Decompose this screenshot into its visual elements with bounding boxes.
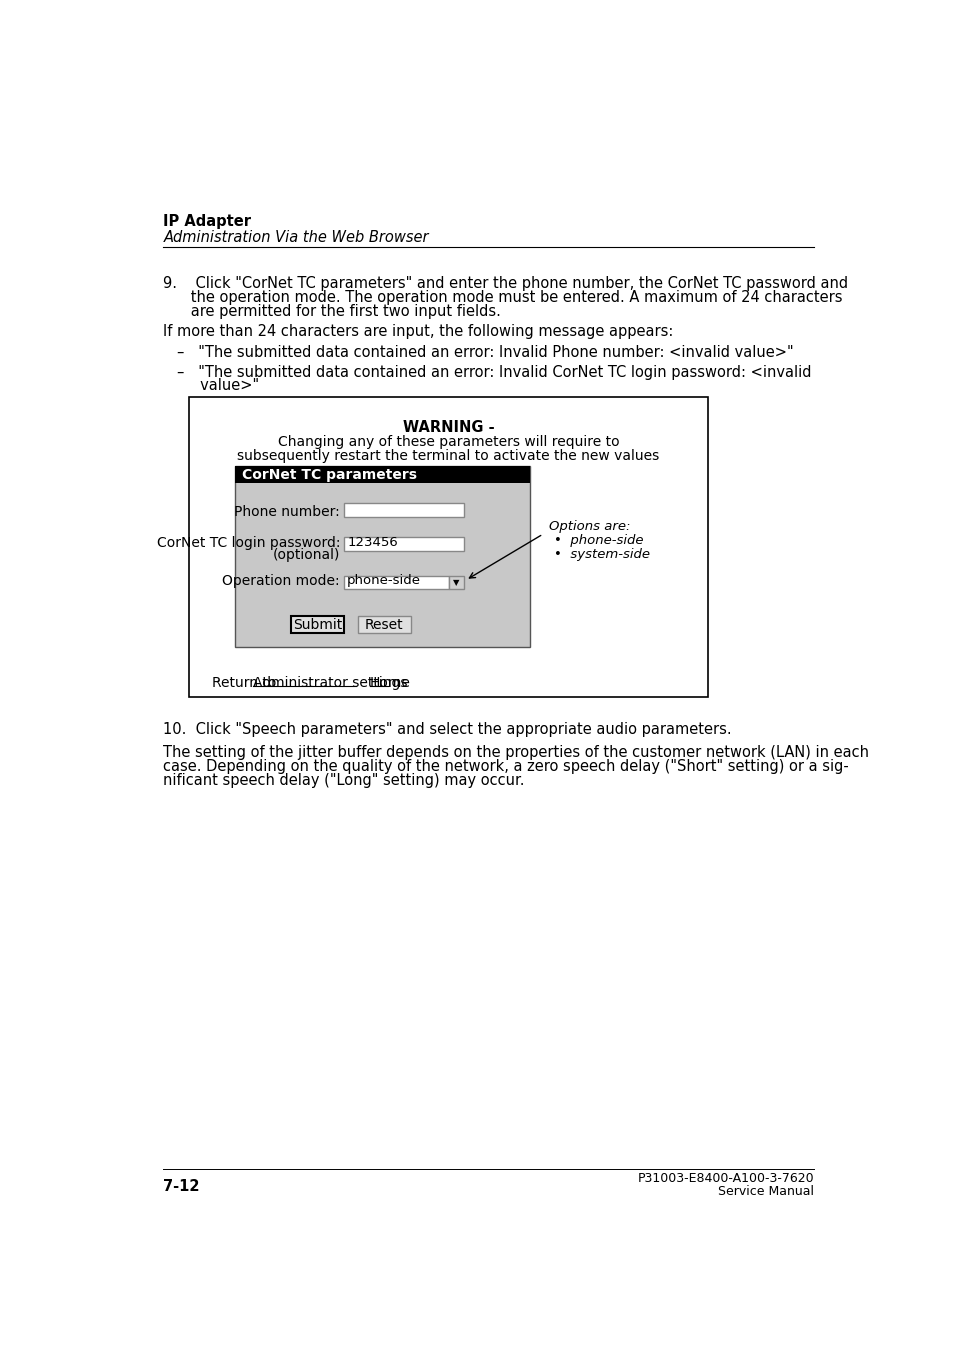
Text: Phone number:: Phone number:	[234, 505, 340, 519]
Text: Submit: Submit	[293, 617, 342, 632]
Text: •  system-side: • system-side	[554, 549, 649, 561]
Text: 10.  Click "Speech parameters" and select the appropriate audio parameters.: 10. Click "Speech parameters" and select…	[163, 721, 731, 736]
Text: phone-side: phone-side	[347, 574, 420, 588]
Text: Service Manual: Service Manual	[718, 1185, 814, 1198]
Text: Administration Via the Web Browser: Administration Via the Web Browser	[163, 230, 429, 245]
FancyBboxPatch shape	[235, 466, 530, 647]
Text: Return to: Return to	[212, 676, 281, 690]
FancyBboxPatch shape	[448, 576, 464, 589]
FancyBboxPatch shape	[344, 538, 464, 551]
Text: If more than 24 characters are input, the following message appears:: If more than 24 characters are input, th…	[163, 324, 673, 339]
Text: WARNING -: WARNING -	[402, 420, 494, 435]
FancyBboxPatch shape	[189, 397, 707, 697]
Text: Reset: Reset	[365, 617, 403, 632]
FancyBboxPatch shape	[291, 616, 344, 634]
Text: Changing any of these parameters will require to: Changing any of these parameters will re…	[277, 435, 618, 450]
Text: CorNet TC login password:: CorNet TC login password:	[156, 535, 340, 550]
Text: CorNet TC parameters: CorNet TC parameters	[241, 467, 416, 482]
Text: P31003-E8400-A100-3-7620: P31003-E8400-A100-3-7620	[638, 1173, 814, 1185]
Text: Operation mode:: Operation mode:	[222, 574, 340, 588]
Text: Home: Home	[369, 676, 410, 690]
FancyBboxPatch shape	[235, 466, 530, 484]
Text: IP Adapter: IP Adapter	[163, 215, 252, 230]
Text: nificant speech delay ("Long" setting) may occur.: nificant speech delay ("Long" setting) m…	[163, 773, 524, 788]
Text: (optional): (optional)	[273, 549, 340, 562]
Text: the operation mode. The operation mode must be entered. A maximum of 24 characte: the operation mode. The operation mode m…	[163, 290, 842, 305]
FancyBboxPatch shape	[344, 503, 464, 517]
Text: •  phone-side: • phone-side	[554, 534, 643, 547]
Text: subsequently restart the terminal to activate the new values: subsequently restart the terminal to act…	[237, 450, 659, 463]
Text: 123456: 123456	[347, 535, 397, 549]
Text: ▼: ▼	[453, 578, 459, 588]
Text: Options are:: Options are:	[549, 520, 630, 534]
Text: are permitted for the first two input fields.: are permitted for the first two input fi…	[163, 304, 500, 319]
Text: –   "The submitted data contained an error: Invalid Phone number: <invalid value: – "The submitted data contained an error…	[177, 346, 793, 361]
FancyBboxPatch shape	[357, 616, 410, 634]
Text: 9.    Click "CorNet TC parameters" and enter the phone number, the CorNet TC pas: 9. Click "CorNet TC parameters" and ente…	[163, 276, 847, 290]
Text: Administrator settings: Administrator settings	[253, 676, 407, 690]
FancyBboxPatch shape	[344, 576, 448, 589]
Text: –   "The submitted data contained an error: Invalid CorNet TC login password: <i: – "The submitted data contained an error…	[177, 365, 811, 380]
Text: case. Depending on the quality of the network, a zero speech delay ("Short" sett: case. Depending on the quality of the ne…	[163, 759, 848, 774]
Text: The setting of the jitter buffer depends on the properties of the customer netwo: The setting of the jitter buffer depends…	[163, 744, 868, 761]
Text: 7-12: 7-12	[163, 1178, 200, 1193]
Text: value>": value>"	[177, 378, 259, 393]
